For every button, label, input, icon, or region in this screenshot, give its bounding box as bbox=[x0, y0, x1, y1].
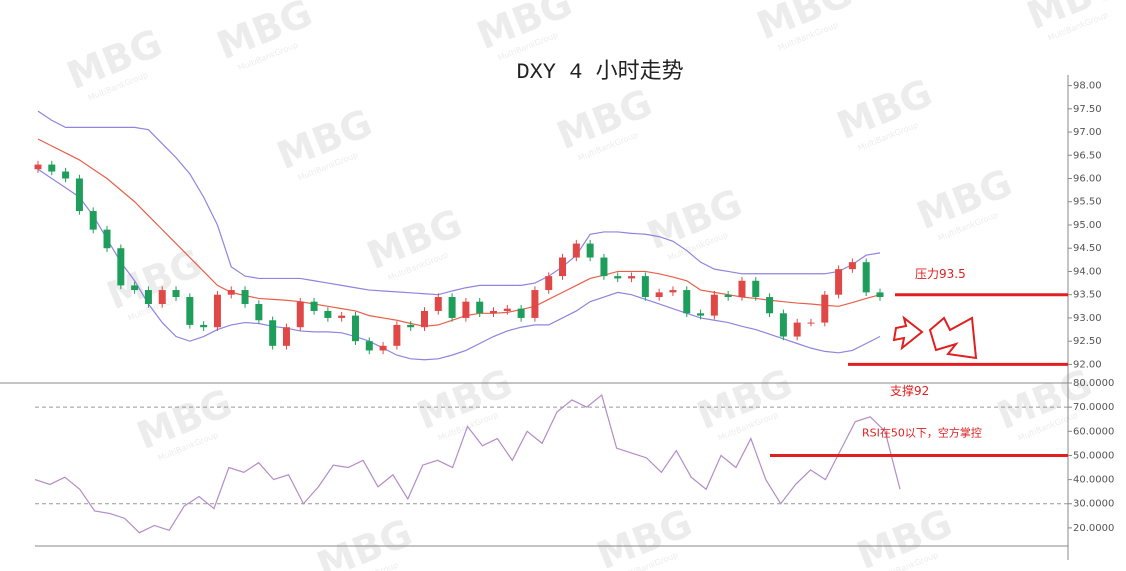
candle-body bbox=[213, 294, 221, 328]
candle-body bbox=[848, 262, 856, 270]
candle-body bbox=[683, 290, 691, 314]
candle-body bbox=[559, 257, 567, 277]
candle-body bbox=[669, 290, 677, 293]
y-tick-label: 97.50 bbox=[1073, 104, 1102, 115]
candle-body bbox=[835, 269, 843, 295]
candle-body bbox=[338, 315, 346, 318]
candle-body bbox=[420, 310, 428, 328]
candle-body bbox=[379, 345, 387, 351]
candle-body bbox=[62, 171, 70, 179]
candle-body bbox=[48, 164, 56, 172]
candle-body bbox=[821, 294, 829, 323]
candle-body bbox=[476, 301, 484, 314]
y-tick-label: 93.00 bbox=[1073, 313, 1102, 324]
y-tick-label: 97.00 bbox=[1073, 127, 1102, 138]
candle-body bbox=[600, 257, 608, 277]
candle-body bbox=[724, 294, 732, 298]
watermark: MBG bbox=[591, 501, 698, 571]
candle-body bbox=[365, 341, 373, 351]
candle-body bbox=[545, 276, 553, 291]
y-tick-label: 96.00 bbox=[1073, 174, 1102, 185]
candle-body bbox=[393, 324, 401, 346]
candle-body bbox=[241, 290, 249, 304]
band-line bbox=[37, 110, 881, 296]
candle-body bbox=[103, 229, 111, 249]
y-tick-label: 95.50 bbox=[1073, 197, 1102, 208]
y-tick-label: 94.00 bbox=[1073, 266, 1102, 277]
candle-body bbox=[186, 297, 194, 325]
y-tick-label: 60.0000 bbox=[1073, 426, 1114, 437]
candle-body bbox=[158, 290, 166, 304]
candle-body bbox=[793, 322, 801, 337]
arrow bbox=[892, 315, 924, 351]
y-tick-label: 95.00 bbox=[1073, 220, 1102, 231]
candle-body bbox=[324, 310, 332, 318]
candle-body bbox=[144, 290, 152, 304]
candle-body bbox=[862, 262, 870, 293]
candle-body bbox=[766, 297, 774, 314]
candle-body bbox=[407, 324, 415, 328]
candle-body bbox=[282, 327, 290, 346]
candle-body bbox=[807, 322, 815, 324]
candle-body bbox=[752, 280, 760, 298]
candle-body bbox=[503, 308, 511, 311]
arrow bbox=[928, 316, 978, 360]
candle-body bbox=[628, 276, 636, 279]
candle-body bbox=[462, 301, 470, 318]
candle-body bbox=[172, 290, 180, 298]
candle-body bbox=[269, 320, 277, 346]
candle-body bbox=[227, 290, 235, 295]
candle-body bbox=[697, 313, 705, 316]
candle-body bbox=[710, 294, 718, 316]
candle-body bbox=[351, 315, 359, 342]
y-tick-label: 93.50 bbox=[1073, 290, 1102, 301]
candle-body bbox=[448, 297, 456, 318]
candle-body bbox=[517, 308, 525, 318]
candle-body bbox=[586, 243, 594, 258]
annotation-label: RSI在50以下，空方掌控 bbox=[862, 425, 982, 439]
y-tick-label: 94.50 bbox=[1073, 243, 1102, 254]
candle-body bbox=[572, 243, 580, 258]
candle-body bbox=[255, 303, 263, 321]
candle-body bbox=[614, 276, 622, 279]
annotation-label: 压力93.5 bbox=[915, 267, 966, 281]
band-line bbox=[37, 168, 881, 361]
y-tick-label: 80.0000 bbox=[1073, 378, 1114, 389]
candle-body bbox=[310, 301, 318, 311]
y-tick-label: 96.50 bbox=[1073, 150, 1102, 161]
candle-body bbox=[117, 248, 125, 286]
candle-body bbox=[655, 292, 663, 298]
y-tick-label: 92.00 bbox=[1073, 359, 1102, 370]
annotation-label: 支撑92 bbox=[890, 383, 929, 398]
watermark: MBG bbox=[311, 511, 418, 571]
candle-body bbox=[738, 280, 746, 298]
y-tick-label: 20.0000 bbox=[1073, 523, 1114, 534]
candle-body bbox=[131, 285, 139, 291]
candle-body bbox=[641, 276, 649, 298]
arrows bbox=[892, 315, 978, 360]
y-tick-label: 30.0000 bbox=[1073, 499, 1114, 510]
candle-body bbox=[34, 164, 42, 170]
candle-body bbox=[434, 297, 442, 311]
y-tick-label: 92.50 bbox=[1073, 336, 1102, 347]
watermark: MBG bbox=[851, 501, 958, 571]
candle-body bbox=[876, 292, 884, 298]
y-tick-label: 50.0000 bbox=[1073, 450, 1114, 461]
candle-body bbox=[779, 313, 787, 337]
candle-body bbox=[296, 301, 304, 328]
rsi-line bbox=[34, 394, 901, 534]
candle-body bbox=[490, 310, 498, 314]
y-tick-label: 98.00 bbox=[1073, 81, 1102, 92]
chart-title: DXY 4 小时走势 bbox=[516, 59, 683, 85]
candle-body bbox=[89, 211, 97, 230]
candle-body bbox=[75, 178, 83, 212]
y-tick-label: 70.0000 bbox=[1073, 402, 1114, 413]
candle-body bbox=[200, 324, 208, 328]
candle-body bbox=[531, 290, 539, 318]
y-tick-label: 40.0000 bbox=[1073, 475, 1114, 486]
